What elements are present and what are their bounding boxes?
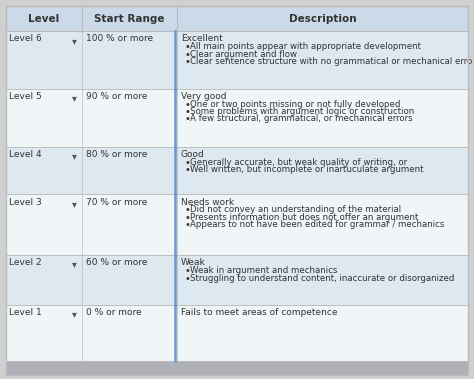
Text: 70 % or more: 70 % or more xyxy=(86,197,147,207)
Bar xyxy=(6,147,468,194)
Text: Some problems with argument logic or construction: Some problems with argument logic or con… xyxy=(190,107,414,116)
Text: •: • xyxy=(184,107,191,117)
Text: •: • xyxy=(184,165,191,175)
Text: Weak in argument and mechanics: Weak in argument and mechanics xyxy=(190,266,337,276)
Text: ▾: ▾ xyxy=(72,36,76,45)
Text: •: • xyxy=(184,42,191,52)
Text: Level 5: Level 5 xyxy=(9,92,42,101)
Text: •: • xyxy=(184,266,191,276)
Text: 80 % or more: 80 % or more xyxy=(86,150,147,159)
Text: Clear argument and flow: Clear argument and flow xyxy=(190,50,297,59)
Text: One or two points missing or not fully developed: One or two points missing or not fully d… xyxy=(190,100,401,109)
Text: •: • xyxy=(184,205,191,215)
Text: Weak: Weak xyxy=(181,258,205,268)
Text: ▾: ▾ xyxy=(72,151,76,161)
Text: Generally accurate, but weak quality of writing, or: Generally accurate, but weak quality of … xyxy=(190,158,407,167)
Text: •: • xyxy=(184,213,191,222)
Text: Needs work: Needs work xyxy=(181,197,234,207)
Bar xyxy=(6,194,468,255)
Text: Description: Description xyxy=(289,14,356,23)
Text: •: • xyxy=(184,158,191,168)
Text: Start Range: Start Range xyxy=(94,14,164,23)
Text: Did not convey an understanding of the material: Did not convey an understanding of the m… xyxy=(190,205,401,215)
Text: Good: Good xyxy=(181,150,204,159)
Text: Level 2: Level 2 xyxy=(9,258,42,268)
Text: Well written, but incomplete or inartuculate argument: Well written, but incomplete or inartucu… xyxy=(190,165,424,174)
Text: •: • xyxy=(184,220,191,230)
Text: •: • xyxy=(184,114,191,124)
Text: •: • xyxy=(184,57,191,67)
Bar xyxy=(6,361,468,375)
Text: Level 3: Level 3 xyxy=(9,197,42,207)
Text: Clear sentence structure with no grammatical or mechanical erro: Clear sentence structure with no grammat… xyxy=(190,57,473,66)
Text: 90 % or more: 90 % or more xyxy=(86,92,147,101)
Text: •: • xyxy=(184,50,191,60)
Text: Fails to meet areas of competence: Fails to meet areas of competence xyxy=(181,308,337,317)
Text: Level 1: Level 1 xyxy=(9,308,42,317)
Text: A few structural, grammatical, or mechanical errors: A few structural, grammatical, or mechan… xyxy=(190,114,413,124)
Text: ▾: ▾ xyxy=(72,260,76,269)
Text: Level 6: Level 6 xyxy=(9,34,42,44)
Bar xyxy=(6,305,468,361)
Text: Level: Level xyxy=(28,14,59,23)
Bar xyxy=(6,6,468,31)
Text: Appears to not have been edited for grammar / mechanics: Appears to not have been edited for gram… xyxy=(190,220,445,229)
Text: 100 % or more: 100 % or more xyxy=(86,34,153,44)
Text: ▾: ▾ xyxy=(72,199,76,209)
Text: ▾: ▾ xyxy=(72,309,76,319)
Text: Struggling to understand content, inaccurate or disorganized: Struggling to understand content, inaccu… xyxy=(190,274,455,283)
Bar xyxy=(6,255,468,305)
Text: 0 % or more: 0 % or more xyxy=(86,308,141,317)
Text: •: • xyxy=(184,274,191,283)
Text: Presents information but does not offer an argument: Presents information but does not offer … xyxy=(190,213,419,222)
Text: Level 4: Level 4 xyxy=(9,150,42,159)
Text: Very good: Very good xyxy=(181,92,226,101)
Text: Excellent: Excellent xyxy=(181,34,222,44)
Bar xyxy=(6,89,468,147)
Text: All main points appear with appropriate development: All main points appear with appropriate … xyxy=(190,42,421,52)
Bar xyxy=(6,31,468,89)
Text: 60 % or more: 60 % or more xyxy=(86,258,147,268)
Text: •: • xyxy=(184,100,191,110)
Text: ▾: ▾ xyxy=(72,93,76,103)
